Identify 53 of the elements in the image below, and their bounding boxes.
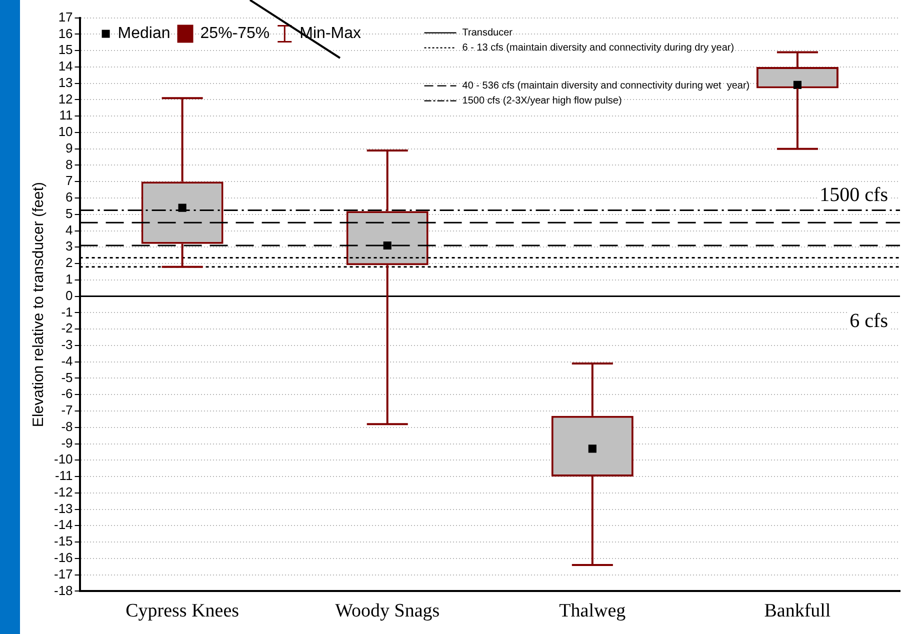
x-tick-label: Thalweg xyxy=(559,600,626,622)
y-tick-label: 13 xyxy=(58,74,73,90)
point xyxy=(383,241,392,250)
y-tick-label: 3 xyxy=(66,238,73,254)
legend-label: Median xyxy=(118,25,170,42)
y-tick-label: 17 xyxy=(58,9,73,24)
y-tick-label: -5 xyxy=(61,370,73,385)
legend-label: 1500 cfs (2-3X/year high flow pulse) xyxy=(462,96,622,107)
y-tick-label: 8 xyxy=(66,156,73,172)
y-tick-label: -15 xyxy=(54,534,73,549)
y-tick-label: 16 xyxy=(58,26,73,41)
y-tick-label: -1 xyxy=(61,304,73,320)
y-tick-label: 10 xyxy=(58,124,73,140)
y-tick-label: -12 xyxy=(54,484,73,500)
y-tick-label: -18 xyxy=(54,582,73,598)
y-tick-label: -11 xyxy=(54,468,73,484)
y-tick-label: 7 xyxy=(66,173,73,188)
y-tick-label: -10 xyxy=(54,452,73,467)
y-tick-label: 5 xyxy=(66,206,73,221)
y-tick-label: -9 xyxy=(61,435,73,450)
legend-label: 25%-75% xyxy=(200,25,270,42)
y-tick-label: -3 xyxy=(61,337,73,352)
point xyxy=(793,80,802,90)
y-tick-label: -7 xyxy=(61,402,73,418)
y-tick-label: 15 xyxy=(58,42,73,58)
point xyxy=(588,444,596,453)
x-tick-label: Bankfull xyxy=(764,600,831,622)
y-tick-label: -16 xyxy=(54,550,73,566)
legend-label: 6 - 13 cfs (maintain diversity and connectivity during dry year) xyxy=(462,42,734,54)
legend-label: 40 - 536 cfs (maintain diversity and connectivity during wet year) xyxy=(462,80,750,92)
y-tick-label: -14 xyxy=(54,517,73,532)
y-axis-title: Elevation relative to transducer (feet) xyxy=(30,182,48,428)
y-tick-label: 14 xyxy=(58,58,73,74)
y-tick-label: 0 xyxy=(66,288,73,303)
y-tick-label: 9 xyxy=(66,140,73,156)
x-tick-label: Woody Snags xyxy=(335,600,440,622)
x-tick-label: Cypress Knees xyxy=(126,600,240,622)
y-tick-label: 6 xyxy=(66,190,73,205)
y-tick-label: -6 xyxy=(61,386,73,402)
y-tick-label: 2 xyxy=(66,255,73,270)
y-tick-label: -4 xyxy=(61,353,73,368)
y-tick-label: 12 xyxy=(58,91,73,106)
y-tick-label: 4 xyxy=(66,222,73,238)
y-tick-label: -8 xyxy=(61,418,73,434)
annotation: Min-Max xyxy=(300,25,361,42)
y-tick-label: -2 xyxy=(61,320,73,336)
y-tick-label: -17 xyxy=(54,566,73,582)
annotation: 6 cfs xyxy=(850,310,888,332)
y-tick-label: -13 xyxy=(54,500,73,516)
annotation: 1500 cfs xyxy=(820,184,888,206)
legend-label: Transducer xyxy=(462,28,514,39)
y-tick-label: 11 xyxy=(59,108,73,123)
y-tick-label: 1 xyxy=(66,272,73,287)
